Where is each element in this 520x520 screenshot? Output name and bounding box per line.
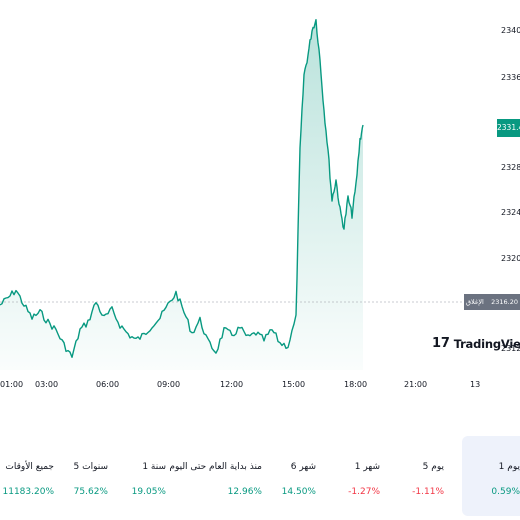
tradingview-logo-icon: 17 (432, 336, 450, 351)
period-label: 5 سنوات (73, 462, 108, 472)
period-label: 1 سنة (142, 462, 166, 472)
price-line (0, 19, 364, 358)
y-tick-label: 2312.00 (501, 344, 520, 353)
x-tick-label: 21:00 (404, 380, 427, 389)
period-button-1-year[interactable]: 1 سنة 19.05% (114, 436, 172, 516)
period-button-6-month[interactable]: 6 شهر 14.50% (258, 436, 322, 516)
period-change: 75.62% (73, 487, 108, 497)
current-price-tag: 2331.44 (497, 119, 520, 137)
y-tick-label: 2340.00 (501, 26, 520, 35)
period-change: 11183.20% (2, 487, 55, 497)
x-tick-label: 09:00 (157, 380, 180, 389)
period-button-5-year[interactable]: 5 سنوات 75.62% (50, 436, 114, 516)
period-change: 19.05% (131, 487, 166, 497)
period-button-all-time[interactable]: جميع الأوقات 11183.20% (0, 436, 60, 516)
period-label: 6 شهر (290, 462, 316, 472)
price-area-fill (0, 19, 363, 370)
x-tick-label: 01:00 (0, 380, 23, 389)
period-change: 0.59% (491, 487, 520, 497)
period-change: -1.27% (348, 487, 380, 497)
period-button-ytd[interactable]: منذ بداية العام حتى اليوم 12.96% (166, 436, 268, 516)
period-change: 12.96% (227, 487, 262, 497)
period-button-1-month[interactable]: 1 شهر -1.27% (322, 436, 386, 516)
period-change: -1.11% (412, 487, 444, 497)
period-button-5-day[interactable]: 5 يوم -1.11% (386, 436, 450, 516)
previous-close-tag: الإغلاق السابق 2316.20 (464, 294, 520, 322)
y-tick-label: 2324.00 (501, 208, 520, 217)
x-tick-label: 12:00 (220, 380, 243, 389)
period-label: منذ بداية العام حتى اليوم (169, 462, 262, 472)
period-change: 14.50% (281, 487, 316, 497)
previous-close-value: 2316.20 (491, 298, 518, 306)
period-selector: 1 يوم 0.59% 5 يوم -1.11% 1 شهر -1.27% 6 … (0, 432, 520, 520)
period-label: 5 يوم (422, 462, 444, 472)
period-button-1-day[interactable]: 1 يوم 0.59% (462, 436, 520, 516)
period-label: 1 يوم (498, 462, 520, 472)
y-tick-label: 2328.00 (501, 163, 520, 172)
y-tick-label: 2320.00 (501, 254, 520, 263)
tradingview-logo-text: TradingView (453, 336, 520, 351)
x-tick-label: 13 (470, 380, 480, 389)
x-tick-label: 15:00 (282, 380, 305, 389)
previous-close-label: الإغلاق السابق (466, 298, 485, 322)
x-tick-label: 06:00 (96, 380, 119, 389)
price-chart[interactable]: 2340.00 2336.00 2328.00 2324.00 2320.00 … (0, 0, 520, 400)
period-label: 1 شهر (354, 462, 380, 472)
price-chart-svg: 2340.00 2336.00 2328.00 2324.00 2320.00 … (0, 19, 520, 389)
x-tick-label: 18:00 (344, 380, 367, 389)
x-tick-label: 03:00 (35, 380, 58, 389)
y-tick-label: 2336.00 (501, 73, 520, 82)
period-label: جميع الأوقات (5, 462, 54, 472)
tradingview-logo[interactable]: 17 TradingView (432, 336, 520, 351)
